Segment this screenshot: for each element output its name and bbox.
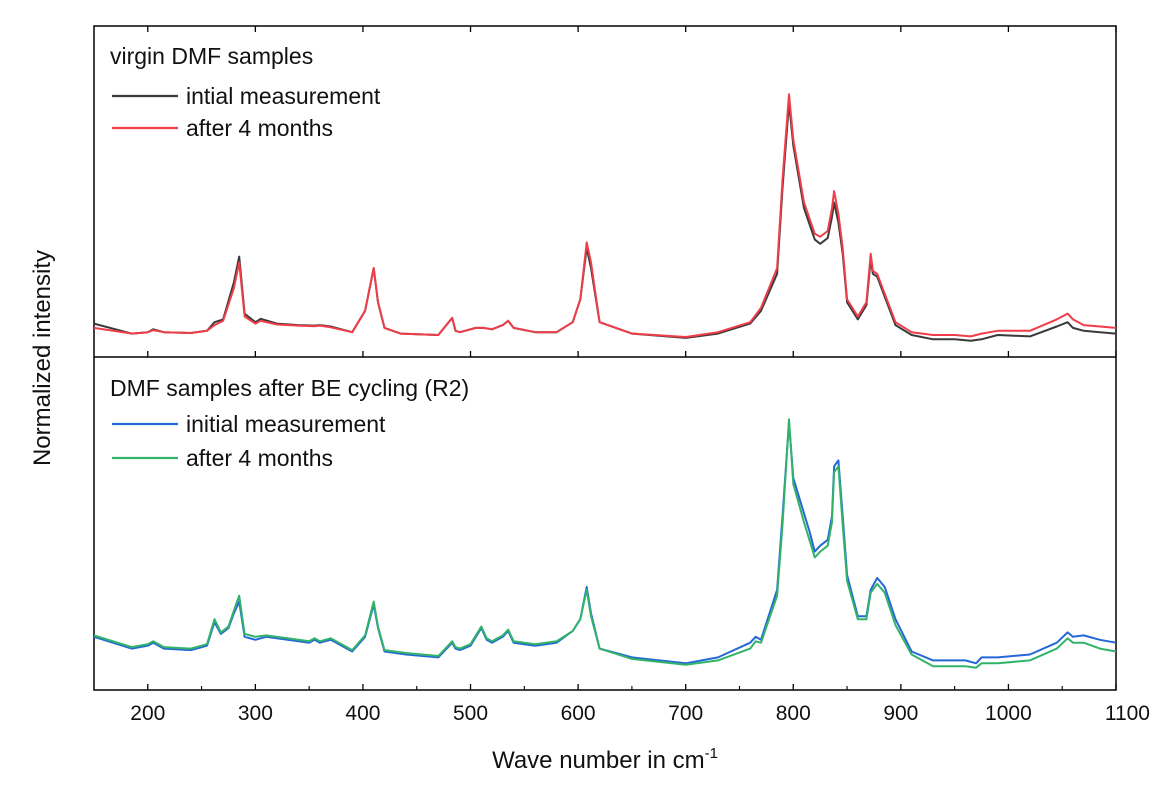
x-axis-title-text: Wave number in cm	[492, 747, 705, 774]
legend-title-top: virgin DMF samples	[110, 43, 313, 69]
legend-label-after-bottom: after 4 months	[186, 445, 333, 471]
panel-top	[93, 93, 1117, 342]
x-axis-title: Wave number in cm-1	[492, 745, 718, 774]
x-tick-label: 800	[776, 702, 811, 725]
legend-label-initial-bottom: initial measurement	[186, 411, 386, 437]
plot-frame	[93, 25, 1117, 691]
x-tick-label: 700	[668, 702, 703, 725]
legend-title-bottom: DMF samples after BE cycling (R2)	[110, 375, 469, 401]
series-line-bottom-after	[93, 418, 1117, 669]
x-tick-label: 200	[130, 702, 165, 725]
x-tick-label: 600	[561, 702, 596, 725]
series-line-bottom-initial	[93, 421, 1117, 665]
series-line-top-after	[93, 93, 1117, 338]
y-axis-title: Normalized intensity	[29, 250, 56, 466]
legend-top: virgin DMF samples intial measurement af…	[110, 43, 381, 141]
x-tick-label: 500	[453, 702, 488, 725]
series-line-top-initial	[93, 101, 1117, 342]
x-tick-label: 1100	[1105, 702, 1150, 725]
x-tick-label: 300	[238, 702, 273, 725]
legend-label-after-top: after 4 months	[186, 115, 333, 141]
x-tick-label: 1000	[985, 702, 1032, 725]
x-tick-label: 900	[883, 702, 918, 725]
x-axis-title-superscript: -1	[705, 745, 718, 762]
legend-bottom: DMF samples after BE cycling (R2) initia…	[110, 375, 469, 471]
x-axis-ticks: 200 300 400 500 600 700 800 900 1000 1100	[130, 26, 1150, 725]
legend-label-initial-top: intial measurement	[186, 83, 381, 109]
panel-bottom	[93, 418, 1117, 669]
x-tick-label: 400	[345, 702, 380, 725]
